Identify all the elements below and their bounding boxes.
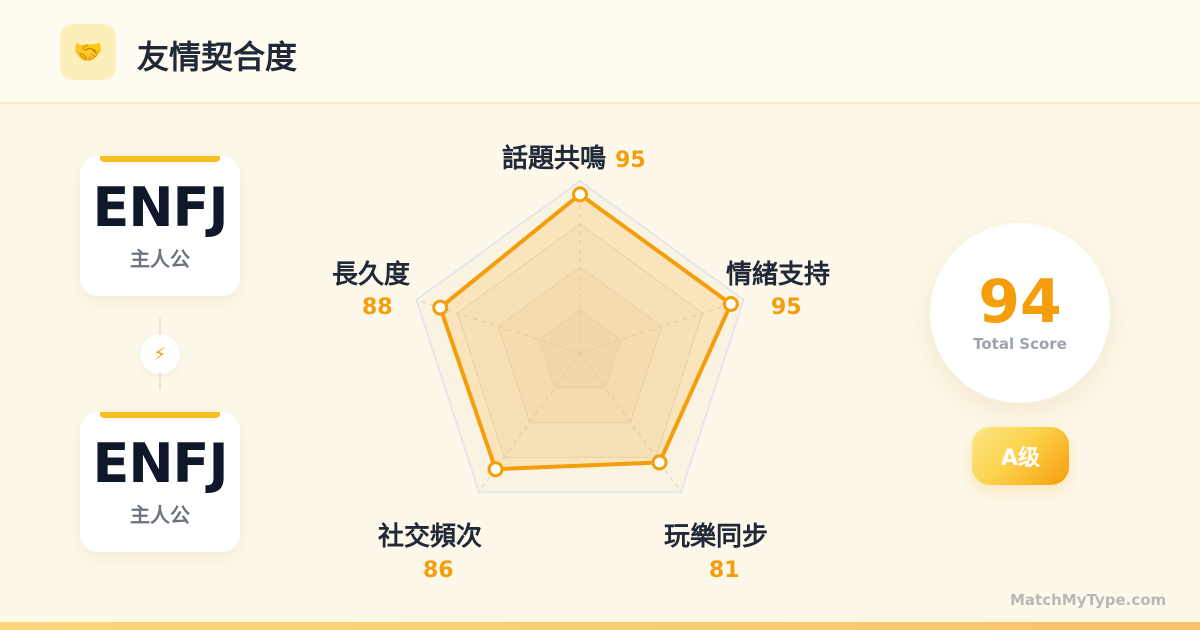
data-point xyxy=(651,454,668,471)
score-caption: Total Score xyxy=(973,335,1067,353)
header: 🤝 友情契合度 xyxy=(0,0,1200,104)
axis-value: 86 xyxy=(423,558,454,583)
card-accent xyxy=(100,412,220,418)
data-point xyxy=(487,461,504,478)
page-title: 友情契合度 xyxy=(137,38,298,76)
data-point xyxy=(722,295,739,312)
card-accent xyxy=(100,156,220,162)
mbti-role: 主人公 xyxy=(130,503,190,527)
grid-spoke xyxy=(416,299,581,354)
grid-spoke xyxy=(579,352,682,493)
axis-value: 95 xyxy=(615,148,646,173)
axis-value: 95 xyxy=(771,295,802,320)
grid-spoke xyxy=(579,299,744,354)
person-card-1: ENFJ 主人公 xyxy=(80,156,240,296)
total-score: 94 Total Score xyxy=(930,223,1110,403)
axis-value: 88 xyxy=(362,295,393,320)
mbti-role: 主人公 xyxy=(130,247,190,271)
axis-label-text: 話題共鳴 xyxy=(502,144,607,174)
data-point xyxy=(432,299,449,316)
divider xyxy=(159,372,161,390)
mbti-type: ENFJ xyxy=(92,176,228,239)
person-card-2: ENFJ 主人公 xyxy=(80,412,240,552)
bottom-bar xyxy=(0,622,1200,630)
site-watermark: MatchMyType.com xyxy=(1010,591,1167,609)
handshake-icon: 🤝 xyxy=(60,24,116,80)
axis-value: 81 xyxy=(709,558,740,583)
data-area xyxy=(438,192,733,472)
axis-label: 情緒支持 xyxy=(726,260,831,290)
divider xyxy=(159,318,161,336)
axis-label: 玩樂同步 xyxy=(664,522,769,552)
mbti-type: ENFJ xyxy=(92,432,228,495)
axis-label: 長久度 xyxy=(332,260,411,290)
data-point xyxy=(572,186,588,203)
lightning-icon: ⚡ xyxy=(140,334,180,374)
grid-spoke xyxy=(478,352,581,493)
axis-label: 話題共鳴 95 xyxy=(502,138,646,175)
grade-badge: A级 xyxy=(972,427,1069,485)
score-value: 94 xyxy=(978,267,1062,337)
axis-label: 社交頻次 xyxy=(378,522,483,552)
